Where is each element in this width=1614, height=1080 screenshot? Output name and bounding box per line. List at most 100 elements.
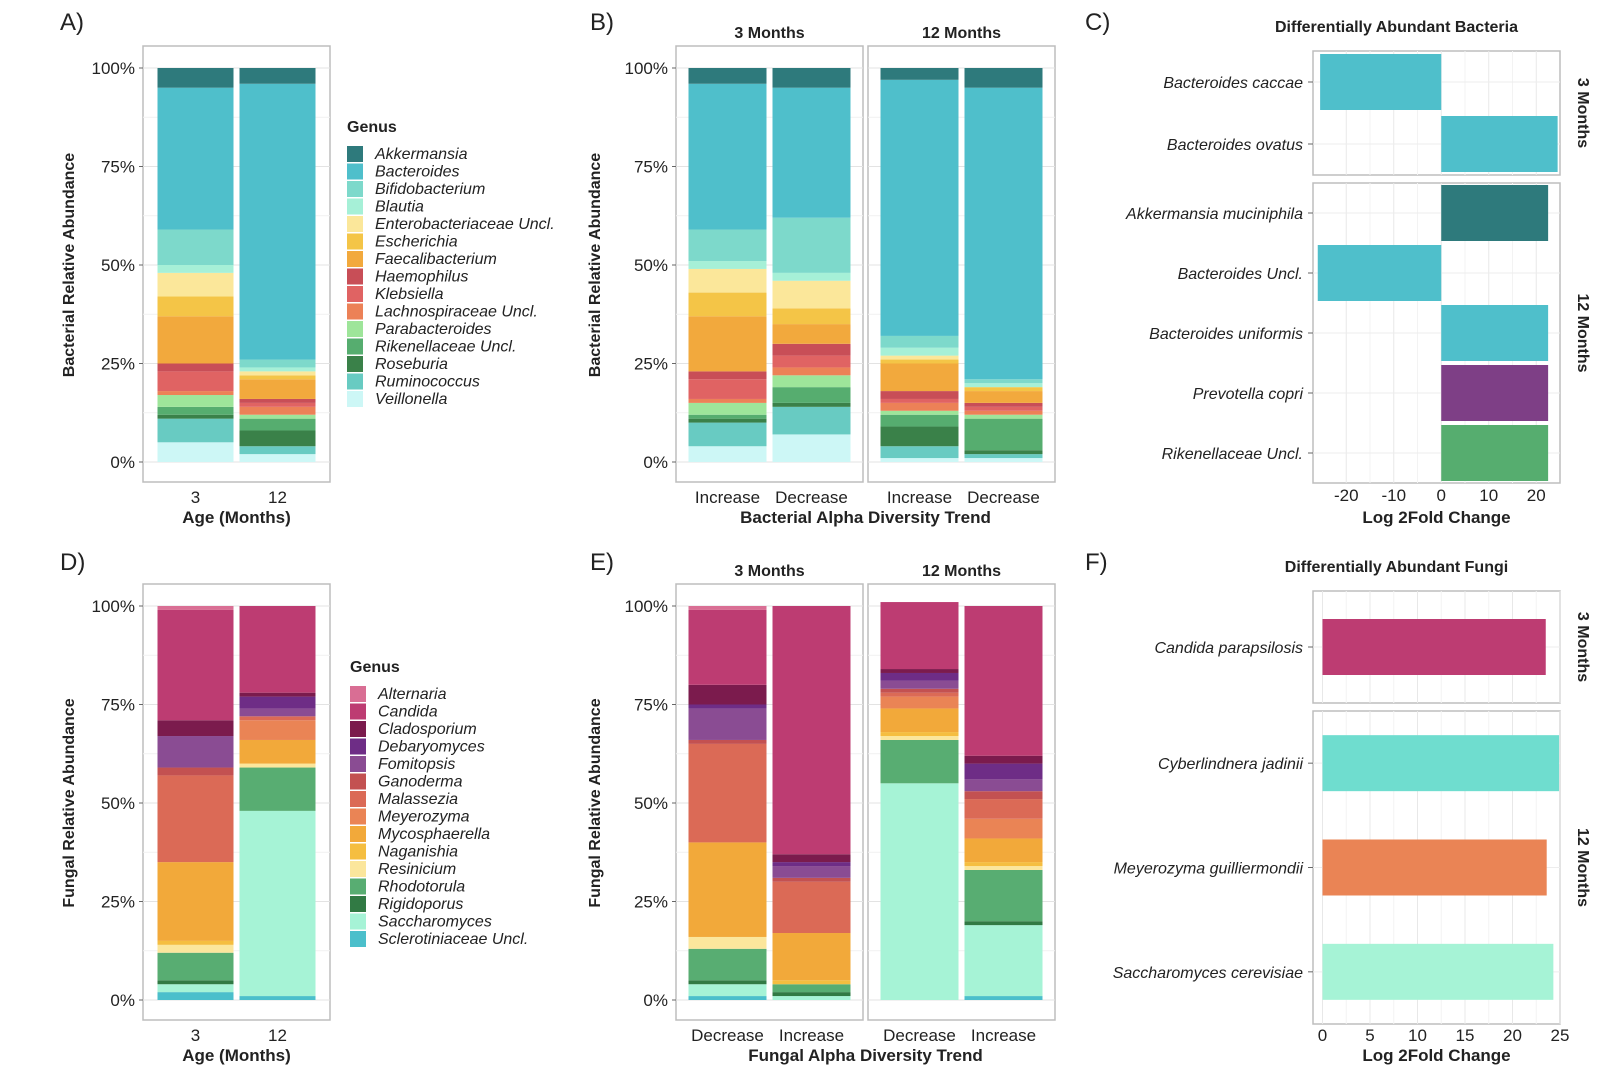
legend-title: Genus <box>347 119 397 136</box>
legend-swatch <box>347 268 363 285</box>
x-tick-label: 0 <box>1318 1026 1327 1045</box>
bar-segment-haemophilus <box>772 343 851 356</box>
legend-label: Ruminococcus <box>375 374 480 391</box>
bar-segment-enterobacteriaceae-uncl- <box>880 355 959 360</box>
bar-segment-ruminococcus <box>880 446 959 459</box>
y-tick-label: 100% <box>625 597 668 616</box>
bar-segment-saccharomyces <box>880 783 959 1000</box>
legend-swatch <box>347 303 363 320</box>
legend-label: Bifidobacterium <box>375 181 485 198</box>
bar-segment-ruminococcus <box>157 418 234 443</box>
bar-segment-rikenellaceae-uncl- <box>688 414 767 419</box>
bar-segment-resinicium <box>880 736 959 740</box>
legend-swatch <box>347 356 363 372</box>
x-tick-label: 0 <box>1437 486 1446 505</box>
legend-label: Cladosporium <box>378 721 477 738</box>
bar-segment-faecalibacterium <box>880 363 959 392</box>
x-tick-label: -20 <box>1334 486 1359 505</box>
bar-segment-klebsiella <box>157 371 234 392</box>
bar-segment-fomitopsis <box>772 866 851 878</box>
bar-segment-escherichia <box>239 375 316 380</box>
bar-segment-naganishia <box>157 940 234 945</box>
legend-label: Akkermansia <box>374 146 468 163</box>
y-tick-label: 50% <box>634 256 668 275</box>
bar-segment-bacteroides <box>157 87 234 230</box>
bar-label: Bacteroides Uncl. <box>1178 266 1303 283</box>
legend-label: Parabacteroides <box>375 321 492 338</box>
bar-segment-ruminococcus <box>239 446 316 455</box>
diff-bar <box>1322 943 1554 1000</box>
facet-label: 3 Months <box>734 563 804 580</box>
bar-segment-malassezia <box>688 743 767 843</box>
diff-bar <box>1441 185 1549 241</box>
chart-title: Differentially Abundant Fungi <box>1285 559 1508 576</box>
legend-swatch <box>350 861 366 877</box>
bar-segment-parabacteroides <box>772 375 851 388</box>
bar-label: Rikenellaceae Uncl. <box>1162 446 1303 463</box>
bar-segment-fomitopsis <box>880 680 959 689</box>
y-axis-title: Bacterial Relative Abundance <box>61 153 78 377</box>
bar-segment-bifidobacterium <box>880 335 959 348</box>
y-tick-label: 25% <box>101 355 135 374</box>
bar-segment-mycosphaerella <box>880 708 959 733</box>
bar-segment-klebsiella <box>964 406 1043 411</box>
bar-label: Meyerozyma guilliermondii <box>1114 861 1304 878</box>
y-tick-label: 75% <box>634 158 668 177</box>
bar-segment-roseburia <box>688 418 767 423</box>
chart-title: Differentially Abundant Bacteria <box>1275 19 1518 36</box>
bar-segment-rikenellaceae-uncl- <box>157 406 234 415</box>
bar-segment-haemophilus <box>964 402 1043 407</box>
legend-swatch <box>350 931 366 947</box>
bar-segment-ganoderma <box>157 767 234 776</box>
bar-segment-akkermansia <box>880 68 959 80</box>
bar-segment-rikenellaceae-uncl- <box>239 418 316 431</box>
bar-segment-cladosporium <box>880 669 959 673</box>
bar-segment-rhodotorula <box>157 952 234 981</box>
legend-label: Candida <box>378 704 438 721</box>
legend-swatch <box>347 146 363 162</box>
legend-swatch <box>350 738 366 755</box>
bar-segment-rikenellaceae-uncl- <box>880 414 959 427</box>
bar-segment-fomitopsis <box>688 708 767 740</box>
bar-segment-rhodotorula <box>880 739 959 784</box>
bar-segment-saccharomyces <box>772 996 851 1000</box>
legend-title: Genus <box>350 659 400 676</box>
bar-segment-fomitopsis <box>964 779 1043 792</box>
bar-segment-rigidoporus <box>157 980 234 985</box>
legend-swatch <box>350 703 366 720</box>
x-axis-title: Fungal Alpha Diversity Trend <box>748 1046 983 1065</box>
x-tick-label: 3 <box>191 488 200 507</box>
bar-label: Akkermansia muciniphila <box>1125 206 1303 223</box>
bar-segment-meyerozyma <box>239 720 316 740</box>
bar-segment-bacteroides <box>772 87 851 218</box>
bar-segment-sclerotiniaceae-uncl- <box>688 996 767 1000</box>
bar-segment-akkermansia <box>772 68 851 88</box>
y-tick-label: 100% <box>92 59 135 78</box>
legend-swatch <box>347 338 363 355</box>
bar-segment-alternaria <box>157 606 234 610</box>
diff-bar <box>1441 365 1549 421</box>
bar-segment-mycosphaerella <box>688 842 767 937</box>
bar-segment-bifidobacterium <box>772 217 851 273</box>
y-tick-label: 0% <box>110 453 135 472</box>
bar-segment-mycosphaerella <box>157 862 234 941</box>
bar-segment-naganishia <box>880 732 959 737</box>
legend-label: Malassezia <box>378 791 458 808</box>
bar-segment-cladosporium <box>772 854 851 863</box>
bar-segment-sclerotiniaceae-uncl- <box>964 996 1043 1000</box>
legend-label: Sclerotiniaceae Uncl. <box>378 931 528 948</box>
bar-segment-ganoderma <box>688 739 767 744</box>
bar-segment-enterobacteriaceae-uncl- <box>772 280 851 309</box>
x-tick-label: 15 <box>1456 1026 1475 1045</box>
bar-segment-rigidoporus <box>688 980 767 985</box>
y-tick-label: 75% <box>101 158 135 177</box>
bar-segment-debaryomyces <box>239 696 316 709</box>
bar-label: Bacteroides uniformis <box>1149 326 1303 343</box>
bar-segment-klebsiella <box>688 379 767 399</box>
y-tick-label: 50% <box>634 794 668 813</box>
legend-swatch <box>350 808 366 825</box>
bar-segment-enterobacteriaceae-uncl- <box>239 371 316 376</box>
legend-label: Naganishia <box>378 844 458 861</box>
x-tick-label: 5 <box>1365 1026 1374 1045</box>
bar-segment-bacteroides <box>880 79 959 336</box>
